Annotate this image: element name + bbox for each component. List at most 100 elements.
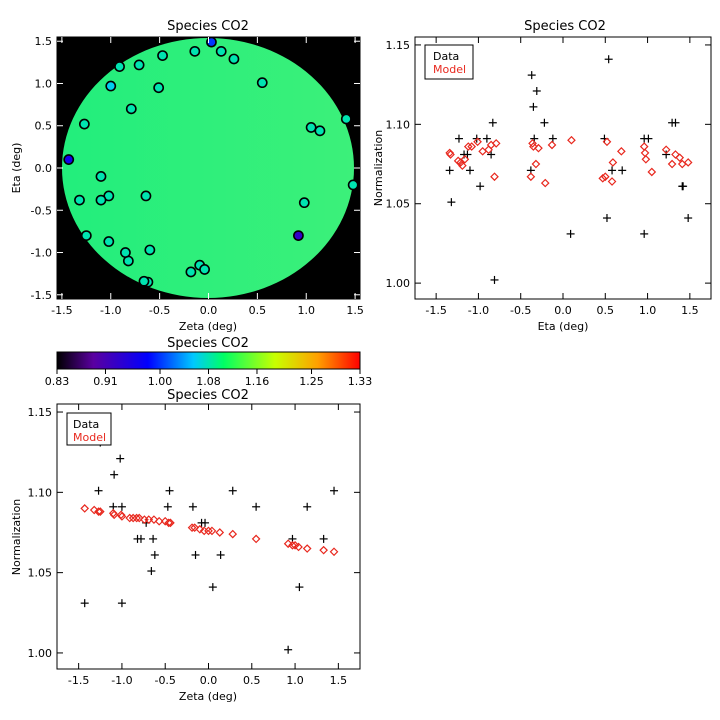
x-tick-label: -0.5 <box>510 304 531 317</box>
model-point-diamond <box>473 137 482 147</box>
y-tick-label: 1.15 <box>386 39 411 52</box>
model-point-diamond <box>607 177 617 186</box>
skymap-source-point <box>305 122 317 133</box>
model-point-diamond <box>166 518 175 528</box>
skymap-points <box>63 36 359 288</box>
y-tick-label: 1.00 <box>386 277 411 290</box>
colorbar-tick-label: 1.33 <box>348 375 373 388</box>
model-point-diamond <box>228 529 238 539</box>
data-point-plus <box>110 470 119 479</box>
model-point-diamond <box>598 173 608 183</box>
zeta-legend-data: Data <box>73 418 99 431</box>
model-point-diamond <box>132 513 141 523</box>
data-point-plus <box>284 645 293 654</box>
skymap-title: Species CO2 <box>167 19 249 34</box>
skymap-source-point <box>63 154 75 165</box>
data-point-plus <box>80 599 89 608</box>
x-tick-label: 1.5 <box>330 674 348 687</box>
eta-panel: Species CO2 -1.5 -1.0 -0.5 0.0 0.5 1.0 1.5 1.00… <box>372 19 712 333</box>
data-point-plus <box>117 599 126 608</box>
model-point-diamond <box>89 505 99 515</box>
model-point-diamond <box>187 523 197 533</box>
zeta-legend-model: Model <box>73 431 106 444</box>
model-point-diamond <box>600 172 610 182</box>
data-point-plus <box>566 229 575 238</box>
skymap-source-point <box>185 266 197 278</box>
model-point-diamond <box>149 515 159 524</box>
x-tick-label: -0.5 <box>154 674 175 687</box>
skymap-source-point <box>74 194 85 206</box>
zeta-title: Species CO2 <box>167 388 249 403</box>
x-tick-label: -0.5 <box>149 304 170 317</box>
model-point-diamond <box>528 139 537 148</box>
skymap-ylabel: Eta (deg) <box>10 143 23 194</box>
data-point-plus <box>149 534 158 543</box>
data-point-plus <box>191 550 200 559</box>
y-tick-label: -1.5 <box>31 289 52 302</box>
data-point-plus <box>488 118 497 127</box>
y-tick-label: -0.5 <box>31 204 52 217</box>
model-point-diamond <box>491 139 501 148</box>
colorbar-tick-label: 1.08 <box>196 375 221 388</box>
skymap-source-point <box>256 77 268 89</box>
model-point-diamond <box>617 146 626 156</box>
model-point-diamond <box>154 516 164 526</box>
data-point-plus <box>662 150 671 159</box>
data-point-plus <box>463 150 472 159</box>
model-point-diamond <box>446 150 455 159</box>
colorbar-tick-label: 1.00 <box>148 375 173 388</box>
skymap-source-point <box>78 118 90 130</box>
data-point-plus <box>487 150 496 159</box>
y-tick-label: 1.00 <box>28 647 53 660</box>
model-point-diamond <box>602 137 612 147</box>
skymap-source-point <box>157 50 168 61</box>
skymap-source-point <box>215 45 227 57</box>
eta-title: Species CO2 <box>524 19 606 34</box>
data-point-plus <box>136 534 145 543</box>
eta-ylabel: Normalization <box>372 130 385 206</box>
x-tick-label: 1.0 <box>286 674 304 687</box>
data-point-plus <box>548 134 557 143</box>
zeta-xlabel: Zeta (deg) <box>179 690 237 703</box>
model-point-diamond <box>128 513 138 523</box>
data-point-plus <box>303 502 312 511</box>
model-point-diamond <box>302 544 312 553</box>
data-point-plus <box>679 182 688 191</box>
skymap-source-point <box>95 194 107 206</box>
data-point-plus <box>228 486 237 495</box>
model-point-diamond <box>125 513 135 523</box>
model-point-diamond <box>190 523 199 533</box>
model-point-diamond <box>109 510 119 520</box>
data-point-plus <box>216 550 225 559</box>
model-point-diamond <box>467 142 477 151</box>
data-point-plus <box>116 454 125 463</box>
skymap-source-point <box>199 264 210 275</box>
data-point-plus <box>476 182 485 191</box>
skymap-source-point <box>120 247 131 258</box>
x-tick-label: 1.5 <box>681 304 699 317</box>
colorbar-panel: Species CO2 0.83 0.91 1.00 1.08 1.16 1.25 1.33 <box>45 336 373 388</box>
skymap-source-point <box>95 171 107 182</box>
x-tick-label: -1.5 <box>51 304 72 317</box>
data-point-plus <box>529 102 538 111</box>
skymap-field-disk <box>62 38 354 298</box>
model-point-diamond <box>683 158 693 167</box>
skymap-source-point <box>105 80 117 92</box>
data-point-plus <box>165 486 174 495</box>
y-tick-label: 1.05 <box>28 567 53 580</box>
data-point-plus <box>482 134 491 143</box>
skymap-source-point <box>347 179 359 191</box>
x-tick-label: 0.0 <box>554 304 572 317</box>
data-point-plus <box>540 118 549 127</box>
model-point-diamond <box>540 178 550 188</box>
model-point-diamond <box>531 159 541 169</box>
zeta-plot-frame <box>56 403 361 670</box>
x-tick-label: 1.0 <box>297 304 315 317</box>
eta-points <box>445 55 693 284</box>
data-point-plus <box>527 71 536 80</box>
data-point-plus <box>330 486 339 495</box>
skymap-source-point <box>125 103 137 115</box>
eta-xlabel: Eta (deg) <box>538 320 589 333</box>
skymap-source-point <box>144 244 156 256</box>
y-tick-label: 1.15 <box>28 406 53 419</box>
